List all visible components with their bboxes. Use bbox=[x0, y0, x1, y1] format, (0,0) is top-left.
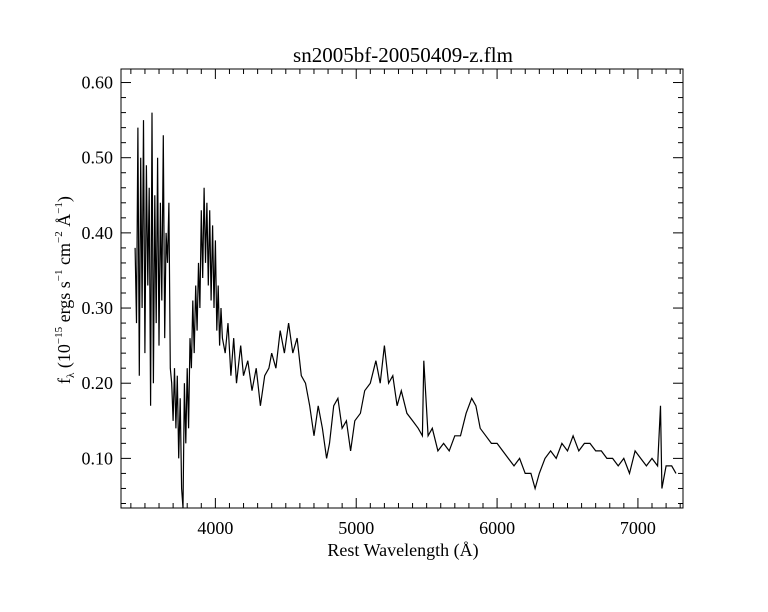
y-tick-label: 0.40 bbox=[82, 223, 114, 243]
y-tick-labels: 0.10 0.20 0.30 0.40 0.50 0.60 bbox=[82, 73, 114, 469]
x-tick-label: 6000 bbox=[479, 518, 515, 538]
x-axis-label: Rest Wavelength (Å) bbox=[327, 540, 478, 561]
chart-title: sn2005bf-20050409-z.flm bbox=[293, 43, 513, 67]
y-axis-label: fλ (10−15 ergs s−1 cm−2 Å−1) bbox=[53, 196, 77, 384]
x-tick-label: 5000 bbox=[338, 518, 374, 538]
axis-ticks bbox=[121, 69, 683, 508]
y-tick-label: 0.50 bbox=[82, 148, 114, 168]
spectrum-line bbox=[134, 112, 677, 509]
y-tick-label: 0.10 bbox=[82, 448, 114, 468]
x-tick-label: 7000 bbox=[620, 518, 656, 538]
y-tick-label: 0.20 bbox=[82, 373, 114, 393]
y-tick-label: 0.60 bbox=[82, 73, 114, 93]
x-tick-labels: 4000 5000 6000 7000 bbox=[197, 518, 656, 538]
x-tick-label: 4000 bbox=[197, 518, 233, 538]
y-tick-label: 0.30 bbox=[82, 298, 114, 318]
plot-frame bbox=[120, 68, 684, 509]
